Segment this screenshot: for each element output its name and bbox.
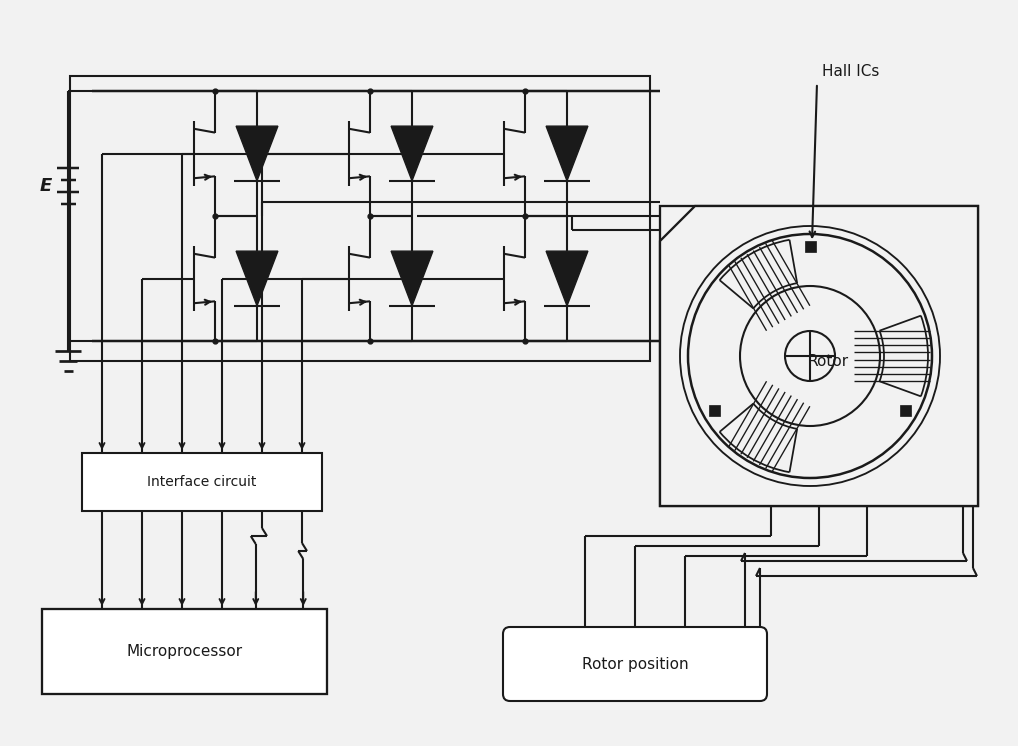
Text: E: E: [40, 177, 52, 195]
Text: Interface circuit: Interface circuit: [148, 475, 257, 489]
Bar: [804, 241, 815, 251]
Text: Rotor: Rotor: [807, 354, 849, 369]
Polygon shape: [391, 251, 433, 306]
Bar: [82, 453, 322, 511]
Polygon shape: [546, 251, 588, 306]
Bar: [900, 405, 910, 416]
Polygon shape: [546, 126, 588, 181]
Bar: [710, 405, 721, 416]
Polygon shape: [391, 126, 433, 181]
Bar: [70, 76, 651, 361]
Text: Rotor position: Rotor position: [581, 656, 688, 671]
Text: Hall ICs: Hall ICs: [822, 63, 880, 78]
Polygon shape: [236, 251, 278, 306]
FancyBboxPatch shape: [503, 627, 767, 701]
Bar: [660, 206, 978, 506]
Polygon shape: [236, 126, 278, 181]
Polygon shape: [660, 206, 978, 506]
Text: Microprocessor: Microprocessor: [126, 644, 242, 659]
Bar: [42, 609, 327, 694]
